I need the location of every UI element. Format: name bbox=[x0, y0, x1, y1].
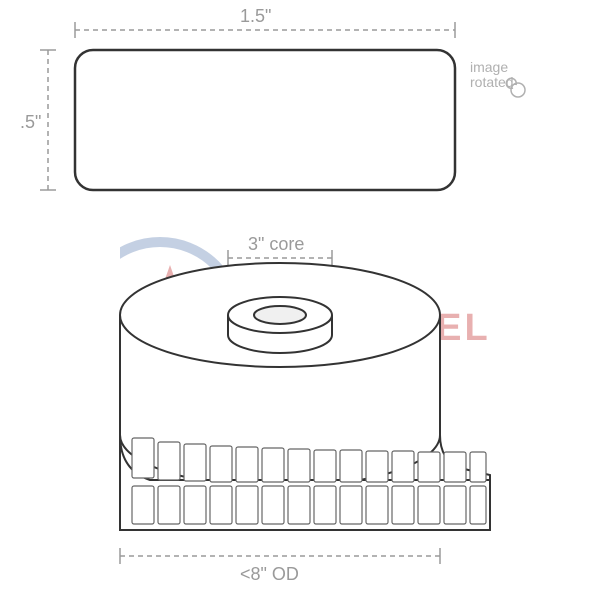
label-rect bbox=[75, 50, 455, 190]
height-label: .5" bbox=[20, 112, 41, 133]
note-line1: image bbox=[470, 59, 508, 75]
diagram-stage: ABLE LABEL bbox=[0, 0, 600, 600]
rotated-note: image rotated bbox=[470, 60, 514, 91]
height-dimension bbox=[40, 50, 56, 190]
core-label: 3" core bbox=[248, 234, 304, 255]
note-line2: rotated bbox=[470, 74, 514, 90]
width-label: 1.5" bbox=[240, 6, 271, 27]
od-label: <8" OD bbox=[240, 564, 299, 585]
od-dimension bbox=[120, 548, 440, 564]
